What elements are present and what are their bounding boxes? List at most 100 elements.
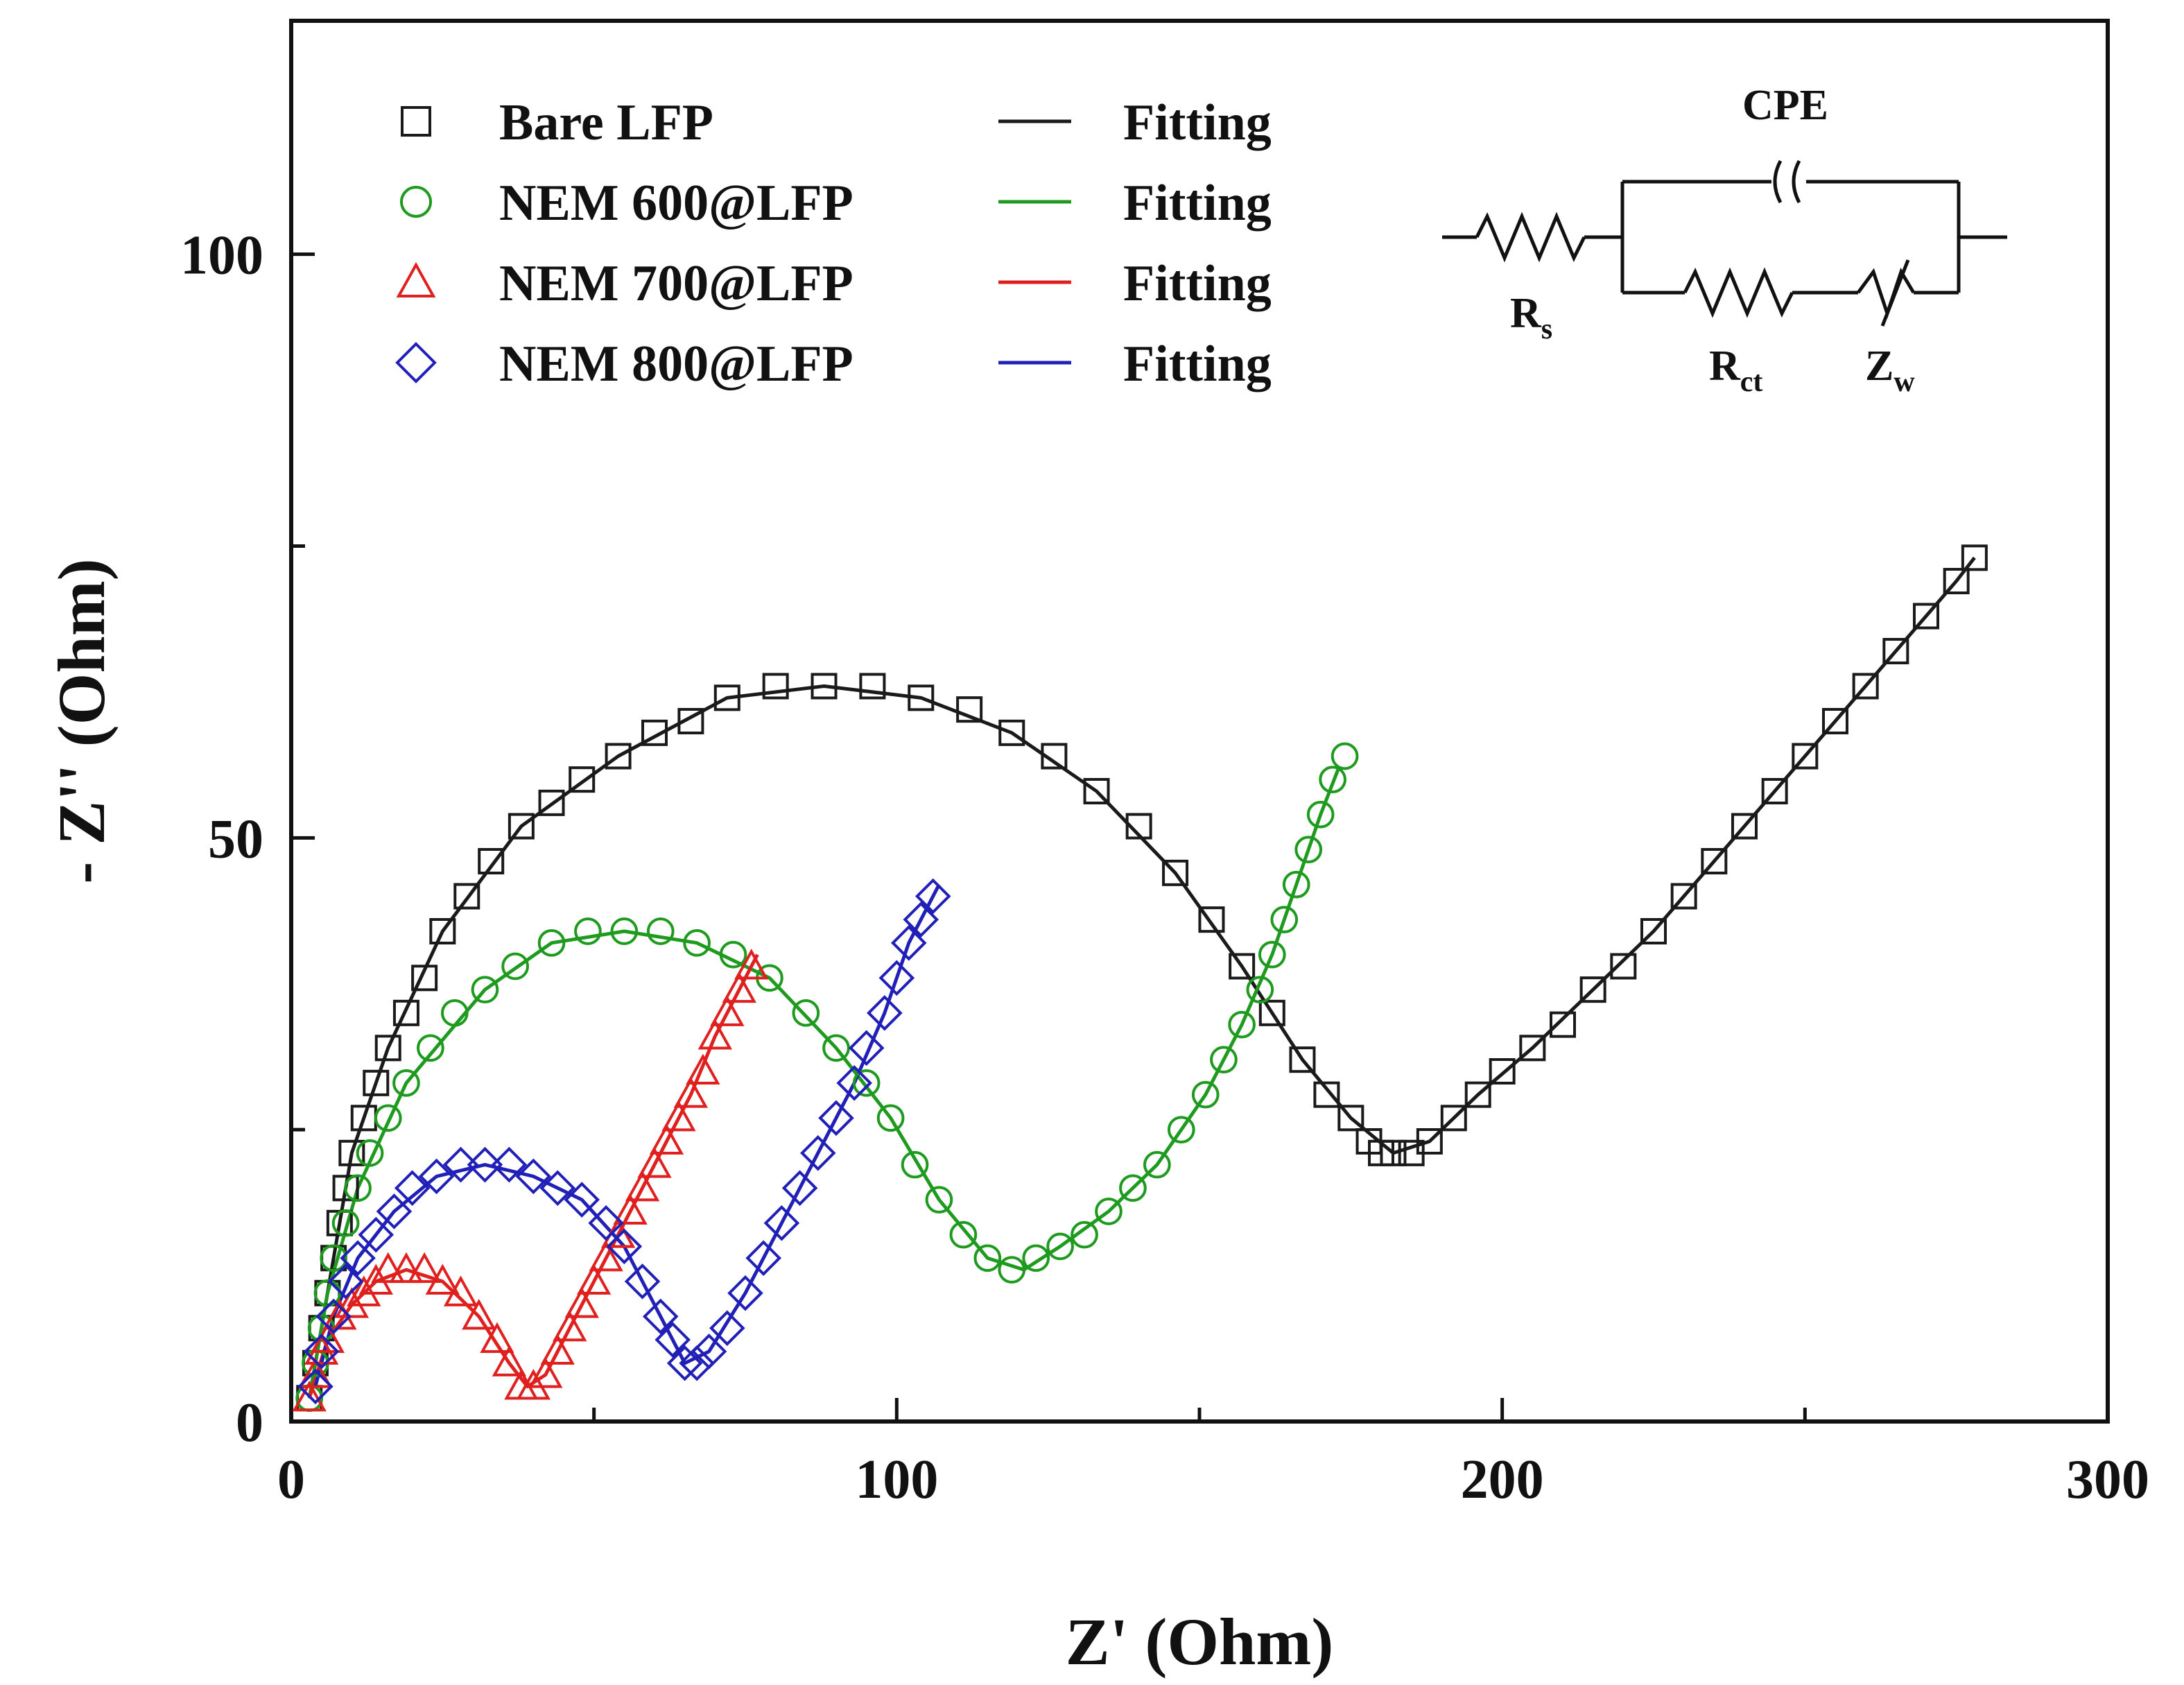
data-point-nem-800-lfp bbox=[376, 1193, 413, 1229]
legend-label-nem-800-lfp: NEM 800@LFP bbox=[499, 336, 853, 392]
data-point-bare-lfp bbox=[1610, 953, 1637, 980]
data-point-nem-600-lfp bbox=[646, 917, 675, 945]
data-point-bare-lfp bbox=[332, 1175, 359, 1202]
data-point-nem-800-lfp bbox=[666, 1345, 703, 1381]
data-point-nem-700-lfp bbox=[710, 995, 745, 1026]
data-point-nem-600-lfp bbox=[949, 1220, 978, 1249]
data-point-bare-lfp bbox=[1701, 848, 1728, 874]
zw-label: Zw bbox=[1865, 343, 1915, 398]
data-point-bare-lfp bbox=[1464, 1081, 1491, 1108]
data-point-nem-800-lfp bbox=[297, 1368, 333, 1405]
data-point-nem-600-lfp bbox=[1022, 1244, 1050, 1272]
data-point-bare-lfp bbox=[713, 684, 740, 711]
data-point-nem-700-lfp bbox=[292, 1380, 327, 1412]
data-point-nem-700-lfp bbox=[516, 1369, 551, 1400]
series-nem-700-lfp bbox=[292, 949, 769, 1412]
data-point-nem-600-lfp bbox=[925, 1186, 953, 1214]
data-point-nem-600-lfp bbox=[344, 1174, 372, 1202]
data-point-nem-800-lfp bbox=[745, 1240, 781, 1277]
data-point-nem-700-lfp bbox=[637, 1147, 672, 1178]
data-point-nem-600-lfp bbox=[331, 1209, 360, 1237]
data-point-bare-lfp bbox=[908, 684, 935, 711]
data-point-nem-700-lfp bbox=[686, 1053, 720, 1085]
data-point-nem-700-lfp bbox=[564, 1287, 599, 1318]
y-tick-label: 50 bbox=[208, 809, 263, 870]
legend-fit-label-nem-600-lfp: Fitting bbox=[1123, 175, 1272, 232]
legend-marker-nem-600-lfp bbox=[400, 186, 432, 218]
data-point-nem-700-lfp bbox=[480, 1322, 514, 1354]
legend-label-nem-600-lfp: NEM 600@LFP bbox=[499, 175, 853, 232]
data-point-nem-600-lfp bbox=[876, 1104, 905, 1132]
data-point-nem-800-lfp bbox=[315, 1298, 352, 1335]
rct-label-main: R bbox=[1709, 343, 1741, 390]
data-point-nem-600-lfp bbox=[973, 1244, 1002, 1272]
fitting-line-bare-lfp bbox=[307, 556, 1976, 1399]
legend-fit-label-nem-800-lfp: Fitting bbox=[1123, 336, 1272, 392]
data-point-bare-lfp bbox=[1416, 1128, 1443, 1155]
data-point-nem-600-lfp bbox=[610, 917, 639, 945]
equivalent-circuit-inset bbox=[1442, 159, 2007, 327]
x-axis-title: Z' (Ohm) bbox=[1066, 1605, 1334, 1679]
data-point-nem-600-lfp bbox=[1319, 766, 1346, 794]
data-point-nem-600-lfp bbox=[1071, 1220, 1098, 1249]
data-point-bare-lfp bbox=[1852, 673, 1879, 700]
rs-label-main: R bbox=[1510, 290, 1542, 337]
data-point-nem-800-lfp bbox=[867, 995, 903, 1031]
data-point-nem-800-lfp bbox=[327, 1263, 364, 1299]
data-point-nem-700-lfp bbox=[528, 1357, 563, 1388]
data-point-nem-800-lfp bbox=[655, 1322, 691, 1358]
data-point-nem-800-lfp bbox=[818, 1100, 854, 1137]
data-point-bare-lfp bbox=[1792, 743, 1819, 770]
y-axis-ticks: 0 50 100 bbox=[180, 225, 315, 1453]
data-point-bare-lfp bbox=[1640, 918, 1667, 944]
data-point-bare-lfp bbox=[1961, 544, 1988, 571]
data-point-nem-700-lfp bbox=[334, 1287, 369, 1318]
data-point-bare-lfp bbox=[453, 883, 480, 910]
data-point-bare-lfp bbox=[429, 918, 456, 944]
cpe-label: CPE bbox=[1742, 82, 1828, 129]
data-point-nem-600-lfp bbox=[1119, 1174, 1147, 1202]
data-point-nem-600-lfp bbox=[537, 928, 566, 957]
data-point-bare-lfp bbox=[374, 1035, 401, 1062]
data-point-nem-800-lfp bbox=[394, 1170, 431, 1207]
data-point-nem-600-lfp bbox=[792, 999, 820, 1027]
data-point-bare-lfp bbox=[605, 743, 632, 770]
data-point-bare-lfp bbox=[363, 1069, 390, 1096]
data-point-nem-600-lfp bbox=[1282, 870, 1310, 899]
data-point-nem-600-lfp bbox=[1228, 1010, 1256, 1039]
data-point-nem-800-lfp bbox=[358, 1216, 395, 1253]
legend-marker-bare-lfp bbox=[401, 106, 431, 137]
data-point-bare-lfp bbox=[1670, 883, 1697, 910]
data-point-nem-700-lfp bbox=[613, 1193, 648, 1225]
data-point-nem-600-lfp bbox=[1191, 1080, 1220, 1109]
legend-fit-label-bare-lfp: Fitting bbox=[1123, 94, 1272, 151]
data-point-nem-600-lfp bbox=[1258, 940, 1286, 969]
data-point-nem-600-lfp bbox=[852, 1069, 881, 1097]
data-point-bare-lfp bbox=[1380, 1139, 1407, 1166]
data-point-nem-800-lfp bbox=[836, 1065, 872, 1101]
fitting-line-nem-600-lfp bbox=[307, 767, 1341, 1399]
y-tick-label: 0 bbox=[236, 1392, 263, 1453]
x-tick-label: 100 bbox=[855, 1449, 938, 1510]
data-point-nem-800-lfp bbox=[539, 1170, 576, 1207]
data-point-bare-lfp bbox=[1041, 743, 1068, 770]
data-point-nem-800-lfp bbox=[848, 1030, 885, 1066]
rs-label-sub: s bbox=[1541, 313, 1552, 345]
x-tick-label: 0 bbox=[277, 1449, 305, 1510]
data-point-bare-lfp bbox=[1289, 1046, 1316, 1073]
data-point-nem-800-lfp bbox=[891, 925, 927, 961]
data-point-nem-600-lfp bbox=[1210, 1046, 1238, 1074]
data-point-nem-800-lfp bbox=[418, 1158, 455, 1195]
data-point-nem-700-lfp bbox=[492, 1345, 527, 1376]
data-point-nem-600-lfp bbox=[320, 1244, 347, 1272]
data-point-bare-lfp bbox=[811, 673, 838, 700]
data-point-bare-lfp bbox=[956, 696, 983, 723]
rct-label: Rct bbox=[1709, 343, 1762, 398]
x-tick-label: 300 bbox=[2066, 1449, 2149, 1510]
data-point-nem-600-lfp bbox=[901, 1150, 929, 1179]
data-point-bare-lfp bbox=[508, 813, 535, 840]
legend-marker-nem-800-lfp bbox=[395, 342, 437, 383]
data-point-nem-600-lfp bbox=[392, 1069, 420, 1097]
data-point-nem-700-lfp bbox=[697, 1019, 732, 1050]
zw-label-sub: w bbox=[1893, 366, 1915, 398]
